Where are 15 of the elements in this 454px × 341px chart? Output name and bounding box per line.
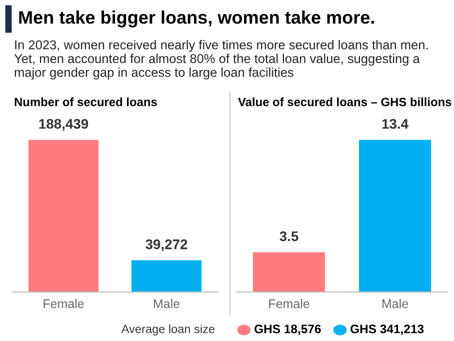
data-label: 13.4 <box>382 118 408 129</box>
text: Average loan size <box>121 324 214 336</box>
x-tick-label: Male <box>154 298 180 308</box>
chart-title: Number of secured loans <box>14 97 157 106</box>
text: GHS 341,213 <box>350 324 424 336</box>
text: Men take bigger loans, women take more. <box>19 10 374 28</box>
chart-title: Value of secured loans – GHS billions <box>238 97 452 106</box>
data-label: 3.5 <box>280 231 298 242</box>
x-tick-label: Male <box>382 298 408 308</box>
text: In 2023, women received nearly five times more secured loans than men. Yet, men accounted for almost 80% of the total loan value, suggesting a major gender gap in access to large loan facilities <box>14 40 428 80</box>
x-tick-label: Female <box>269 298 310 308</box>
data-label: 188,439 <box>39 118 88 131</box>
data-label: 39,272 <box>146 239 188 252</box>
text: GHS 18,576 <box>254 324 321 336</box>
x-tick-label: Female <box>44 298 84 308</box>
